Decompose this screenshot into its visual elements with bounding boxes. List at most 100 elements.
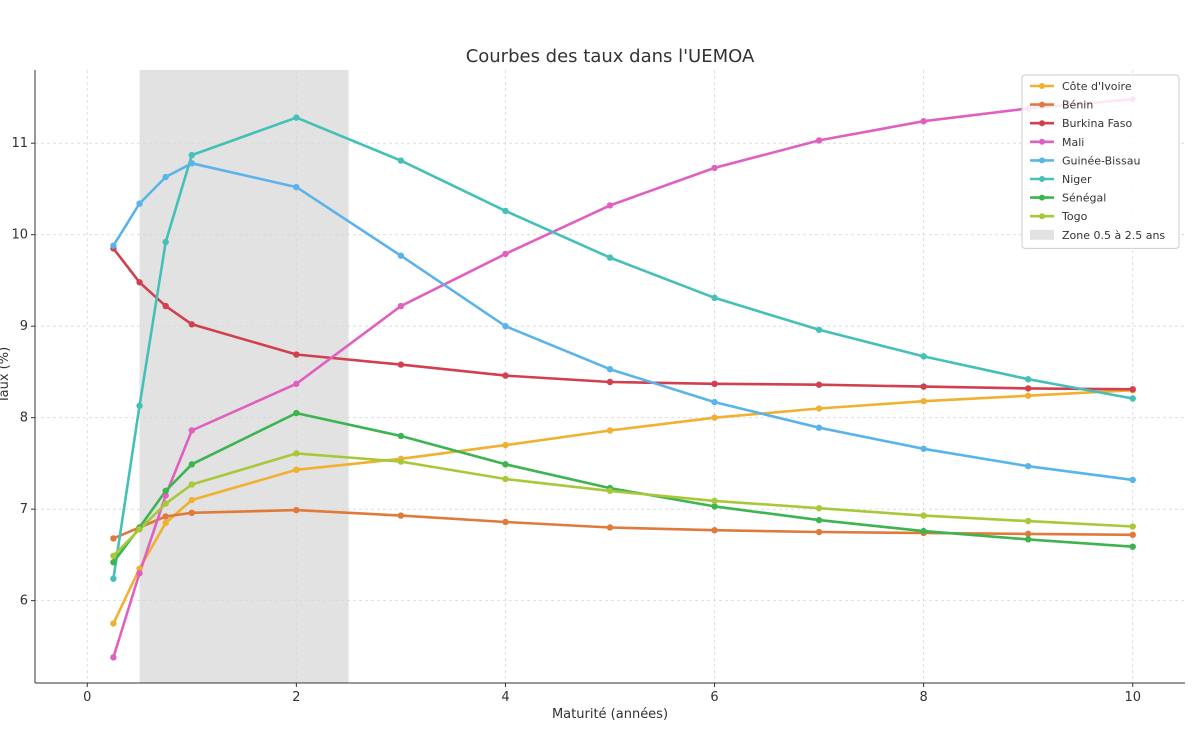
data-point-cote-d-ivoire — [502, 441, 509, 449]
data-point-guinee-bissau — [162, 173, 169, 181]
data-point-guinee-bissau — [606, 365, 614, 373]
data-point-cote-d-ivoire — [815, 405, 823, 412]
data-point-mali — [188, 427, 196, 434]
legend-box — [1021, 74, 1180, 249]
data-point-niger — [606, 254, 614, 261]
x-tick-label: 4 — [501, 690, 509, 705]
data-point-niger — [920, 353, 927, 360]
data-point-mali — [606, 202, 614, 209]
data-point-burkina-faso — [920, 383, 927, 390]
data-point-burkina-faso — [136, 279, 143, 286]
x-axis-label: Maturité (années) — [552, 707, 668, 722]
data-point-mali — [711, 164, 718, 172]
legend-marker — [1039, 213, 1045, 220]
data-point-guinee-bissau — [188, 160, 196, 167]
data-point-cote-d-ivoire — [136, 565, 143, 572]
x-tick-label: 6 — [710, 690, 718, 705]
data-point-guinee-bissau — [920, 445, 927, 452]
data-point-benin — [1129, 531, 1136, 538]
data-point-togo — [920, 512, 927, 519]
data-point-benin — [815, 528, 823, 536]
x-tick-label: 10 — [1124, 690, 1141, 705]
data-point-cote-d-ivoire — [188, 496, 196, 504]
data-point-cote-d-ivoire — [110, 620, 117, 627]
data-point-benin — [502, 518, 509, 526]
data-point-senegal — [293, 409, 300, 417]
data-point-niger — [293, 114, 300, 121]
data-point-guinee-bissau — [1129, 476, 1136, 484]
data-point-guinee-bissau — [815, 424, 823, 431]
data-point-burkina-faso — [815, 381, 823, 388]
legend-label: Bénin — [1062, 99, 1093, 112]
data-point-togo — [815, 505, 823, 512]
data-point-burkina-faso — [293, 351, 300, 358]
data-point-mali — [502, 250, 509, 258]
shaded-zone — [139, 70, 349, 683]
legend-label: Zone 0.5 à 2.5 ans — [1062, 229, 1165, 242]
data-point-niger — [397, 157, 405, 164]
data-point-togo — [1024, 517, 1032, 525]
data-point-togo — [110, 552, 117, 560]
data-point-senegal — [711, 503, 718, 510]
data-point-benin — [293, 506, 300, 514]
data-point-burkina-faso — [397, 361, 405, 368]
data-point-guinee-bissau — [110, 242, 117, 249]
data-point-togo — [162, 500, 169, 507]
data-point-mali — [293, 380, 300, 388]
data-point-guinee-bissau — [502, 322, 509, 330]
legend-label: Niger — [1062, 173, 1092, 186]
data-point-benin — [1024, 530, 1032, 538]
data-point-mali — [815, 137, 823, 144]
data-point-senegal — [1024, 536, 1032, 543]
legend-label: Guinée-Bissau — [1062, 154, 1140, 167]
legend-marker — [1039, 101, 1045, 108]
legend-marker — [1039, 157, 1045, 164]
data-point-niger — [188, 151, 196, 159]
legend: Côte d'Ivoire Bénin Burkina Faso Mali Guinée… — [1021, 74, 1180, 249]
legend-label: Togo — [1061, 210, 1088, 223]
x-tick-label: 0 — [83, 690, 91, 705]
data-point-burkina-faso — [1129, 386, 1136, 393]
data-point-guinee-bissau — [136, 200, 143, 207]
legend-label: Burkina Faso — [1062, 117, 1132, 130]
data-point-burkina-faso — [711, 380, 718, 388]
data-point-benin — [188, 509, 196, 517]
legend-label: Mali — [1062, 136, 1084, 149]
data-point-niger — [136, 402, 143, 409]
data-point-niger — [1129, 395, 1136, 402]
data-point-cote-d-ivoire — [1024, 392, 1032, 399]
data-point-mali — [136, 570, 143, 577]
legend-label: Côte d'Ivoire — [1062, 80, 1132, 93]
data-point-senegal — [188, 461, 196, 468]
data-point-guinee-bissau — [397, 252, 405, 259]
data-point-cote-d-ivoire — [606, 427, 614, 434]
y-tick-label: 6 — [20, 594, 28, 609]
data-point-cote-d-ivoire — [920, 398, 927, 405]
data-point-benin — [711, 527, 718, 534]
legend-marker — [1039, 120, 1045, 127]
data-point-senegal — [815, 516, 823, 524]
data-point-mali — [920, 118, 927, 125]
data-point-mali — [110, 654, 117, 661]
data-point-niger — [162, 238, 169, 246]
legend-marker — [1039, 176, 1045, 182]
data-point-burkina-faso — [502, 372, 509, 379]
data-point-guinee-bissau — [711, 398, 718, 406]
y-tick-label: 7 — [20, 502, 28, 517]
chart-title: Courbes des taux dans l'UEMOA — [466, 46, 755, 67]
data-point-niger — [1024, 376, 1032, 383]
data-point-benin — [162, 513, 169, 520]
data-point-cote-d-ivoire — [293, 466, 300, 474]
data-point-senegal — [162, 487, 169, 495]
y-tick-label: 9 — [20, 319, 28, 334]
data-point-benin — [606, 524, 614, 531]
data-point-senegal — [397, 432, 405, 440]
data-point-benin — [110, 535, 117, 542]
legend-marker — [1039, 83, 1045, 89]
data-point-burkina-faso — [606, 378, 614, 386]
data-point-guinee-bissau — [1024, 462, 1032, 470]
data-point-senegal — [502, 461, 509, 468]
data-point-togo — [293, 450, 300, 457]
data-point-benin — [397, 512, 405, 519]
